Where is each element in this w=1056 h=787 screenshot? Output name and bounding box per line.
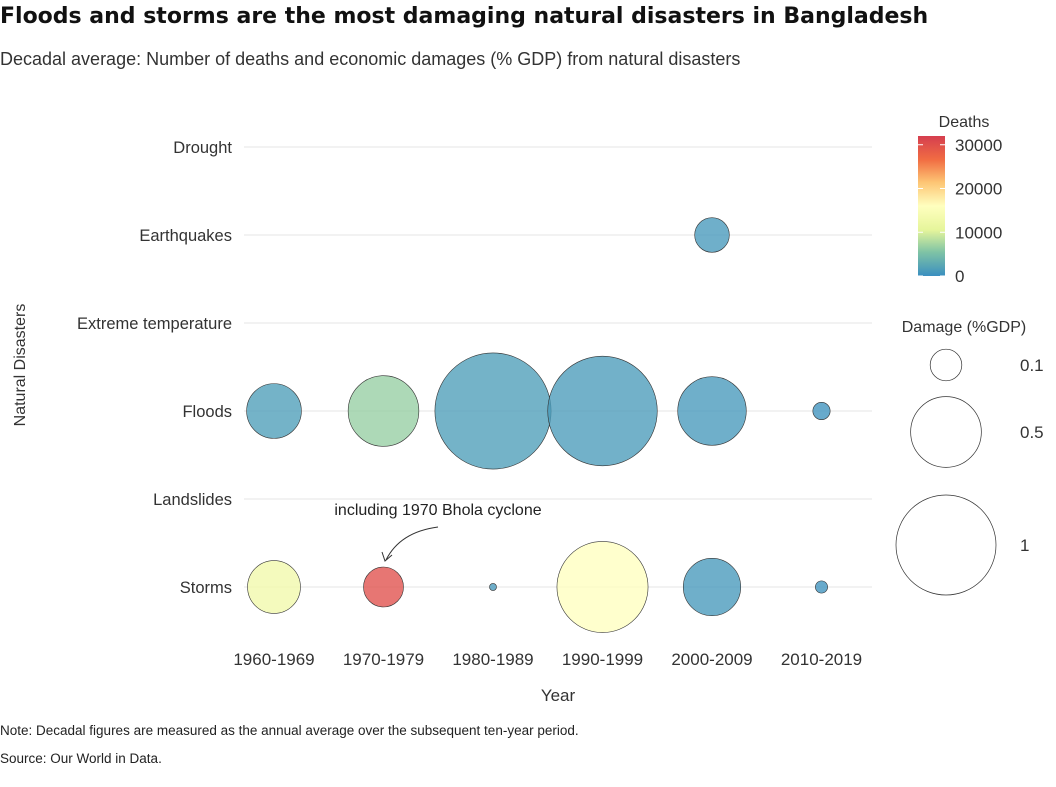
y-tick-label: Extreme temperature <box>77 315 232 333</box>
y-tick-label: Storms <box>180 579 232 597</box>
bubbles <box>246 217 831 633</box>
bubble-floods-1970-1979 <box>347 375 420 447</box>
size-legend-circle <box>929 348 963 382</box>
bubble-floods-1980-1989 <box>434 352 552 470</box>
y-tick-label: Drought <box>173 139 232 157</box>
size-legend: Damage (%GDP) 0.1 0.5 1 <box>895 319 1044 596</box>
annotation-arrow <box>385 526 439 561</box>
bubble-floods-2000-2009 <box>677 376 747 446</box>
y-axis-tick-labels: Drought Earthquakes Extreme temperature Flo… <box>77 139 232 597</box>
annotation-text: including 1970 Bhola cyclone <box>334 502 541 519</box>
size-legend-label: 1 <box>1020 536 1029 555</box>
y-axis-title: Natural Disasters <box>12 304 29 427</box>
x-tick-label: 1980-1989 <box>452 650 533 669</box>
x-axis-title: Year <box>541 686 576 705</box>
bubble-storms-1990-1999 <box>556 541 649 633</box>
color-legend: Deaths 30000 20000 10000 0 <box>918 114 1002 286</box>
x-tick-label: 1960-1969 <box>233 650 314 669</box>
bubble-floods-1960-1969 <box>246 383 302 439</box>
chart-title: Floods and storms are the most damaging … <box>0 4 929 29</box>
color-tick-label: 10000 <box>955 223 1002 242</box>
bubble-storms-1980-1989 <box>489 583 497 591</box>
bubble-floods-1990-1999 <box>547 355 658 467</box>
chart-source: Source: Our World in Data. <box>0 751 162 766</box>
bubble-storms-1970-1979 <box>363 566 404 608</box>
size-legend-label: 0.5 <box>1020 423 1044 442</box>
size-legend-circle <box>895 494 997 596</box>
color-tick-label: 20000 <box>955 180 1002 199</box>
color-tick-label: 30000 <box>955 136 1002 155</box>
bubble-earthquakes-2000-2009 <box>694 217 730 253</box>
annotation-arrowhead <box>381 551 393 562</box>
color-legend-ticks: 30000 20000 10000 0 <box>918 136 1002 286</box>
color-tick-label: 0 <box>955 267 964 286</box>
size-legend-title: Damage (%GDP) <box>902 319 1026 336</box>
chart-note: Note: Decadal figures are measured as th… <box>0 723 579 738</box>
size-legend-circle <box>910 396 982 468</box>
bubble-floods-2010-2019 <box>812 402 831 420</box>
x-tick-label: 1970-1979 <box>343 650 424 669</box>
y-tick-label: Floods <box>182 403 232 421</box>
x-tick-label: 1990-1999 <box>562 650 643 669</box>
x-tick-label: 2010-2019 <box>781 650 862 669</box>
chart-subtitle: Decadal average: Number of deaths and ec… <box>0 49 741 69</box>
y-tick-label: Landslides <box>153 491 232 509</box>
bubble-storms-1960-1969 <box>247 560 301 614</box>
x-axis-tick-labels: 1960-1969 1970-1979 1980-1989 1990-1999 2000… <box>233 650 862 669</box>
color-legend-bar <box>918 136 945 276</box>
size-legend-label: 0.1 <box>1020 356 1044 375</box>
y-tick-label: Earthquakes <box>139 227 232 245</box>
x-tick-label: 2000-2009 <box>671 650 752 669</box>
annotation: including 1970 Bhola cyclone <box>334 502 542 562</box>
color-legend-title: Deaths <box>939 114 990 131</box>
bubble-storms-2000-2009 <box>682 557 742 617</box>
gridlines <box>244 146 872 588</box>
size-legend-items: 0.1 0.5 1 <box>895 348 1044 596</box>
bubble-storms-2010-2019 <box>815 580 828 594</box>
